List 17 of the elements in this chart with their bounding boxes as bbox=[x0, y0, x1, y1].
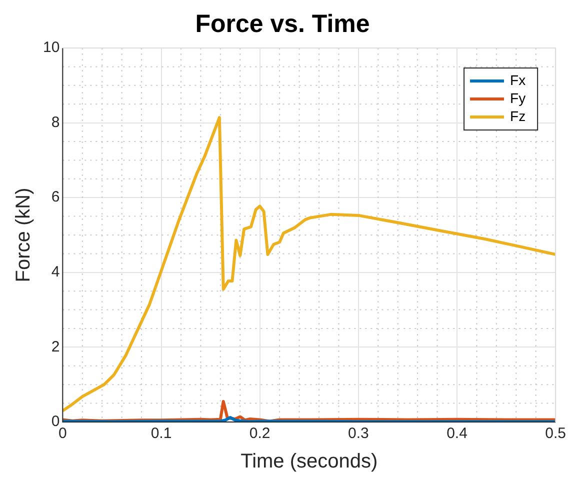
x-tick-label: 0.4 bbox=[446, 425, 468, 442]
y-tick-label: 6 bbox=[51, 188, 60, 206]
legend-label: Fy bbox=[510, 90, 526, 106]
x-tick-label: 0.3 bbox=[348, 425, 369, 442]
y-tick-label: 10 bbox=[42, 39, 60, 56]
x-tick-label: 0.5 bbox=[545, 425, 566, 442]
x-axis-title: Time (seconds) bbox=[240, 450, 378, 473]
y-tick-label: 0 bbox=[51, 413, 60, 430]
y-tick-label: 4 bbox=[51, 264, 60, 281]
x-tick-label: 0.2 bbox=[249, 425, 270, 442]
y-tick-label: 2 bbox=[51, 338, 60, 356]
chart-title: Force vs. Time bbox=[195, 10, 370, 38]
y-tick-label: 8 bbox=[51, 114, 60, 131]
legend-label: Fx bbox=[510, 72, 526, 88]
x-tick-label: 0.1 bbox=[150, 425, 172, 442]
legend-label: Fz bbox=[510, 108, 526, 124]
y-axis-title: Force (kN) bbox=[12, 188, 35, 282]
